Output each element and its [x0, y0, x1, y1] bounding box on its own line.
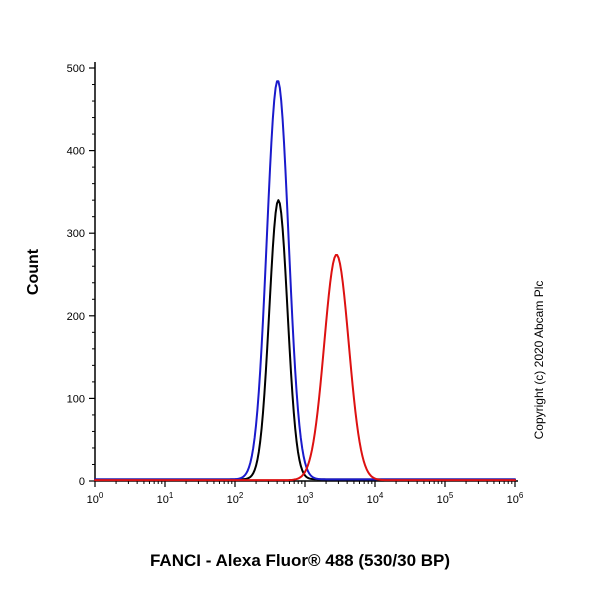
- chart-title: FANCI - Alexa Fluor® 488 (530/30 BP): [150, 551, 450, 570]
- y-tick-label: 100: [67, 393, 85, 405]
- copyright-text: Copyright (c) 2020 Abcam Plc: [532, 281, 546, 440]
- y-tick-label: 500: [67, 63, 85, 75]
- x-tick-label: 103: [297, 491, 314, 506]
- x-tick-label: 105: [437, 491, 454, 506]
- x-tick-label: 104: [367, 491, 384, 506]
- y-tick-label: 200: [67, 311, 85, 323]
- series-curve-control-black: [94, 199, 516, 481]
- axes: [94, 62, 518, 482]
- x-tick-label: 106: [507, 491, 524, 506]
- x-tick-label: 101: [157, 491, 174, 506]
- y-tick-label: 400: [67, 146, 85, 158]
- y-axis-label: Count: [25, 248, 42, 295]
- y-tick-label: 0: [79, 476, 85, 488]
- x-tick-label: 102: [227, 491, 244, 506]
- y-tick-label: 300: [67, 228, 85, 240]
- x-tick-label: 100: [87, 491, 104, 506]
- series-curve-control-blue: [94, 80, 516, 481]
- series-curve-fanci-alexa-fluor-488-red: [94, 254, 516, 482]
